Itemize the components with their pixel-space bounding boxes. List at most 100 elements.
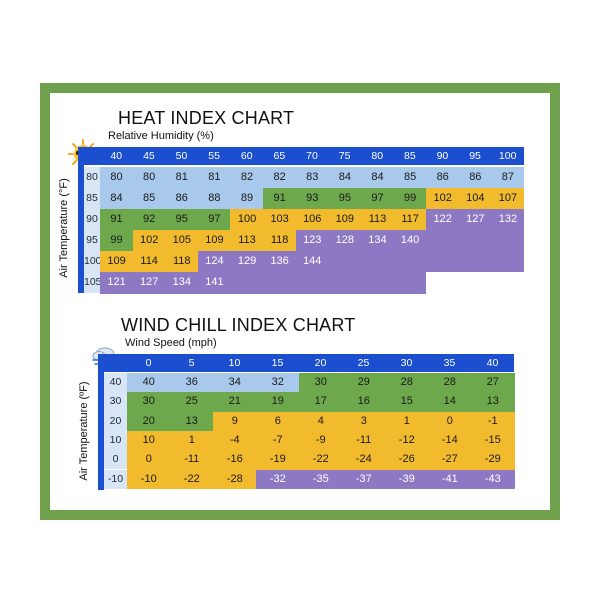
heat-table-cell: 84 [100, 188, 134, 210]
wind-table-cell: 34 [213, 373, 257, 393]
wind-table-cell: 13 [471, 392, 515, 413]
wind-table-cell: 4 [299, 411, 343, 432]
heat-table-cell [360, 272, 395, 294]
heat-table-cell: 140 [393, 230, 427, 252]
heat-column-header: 45 [143, 150, 155, 162]
wind-row-label: -10 [104, 469, 127, 489]
heat-table-cell: 82 [263, 167, 297, 189]
wind-table-cell: 40 [127, 373, 171, 393]
heat-table-cell [458, 230, 492, 252]
heat-table-cell: 84 [360, 167, 395, 189]
heat-column-header: 60 [240, 150, 253, 162]
heat-table-cell: 91 [100, 209, 134, 231]
wind-table-cell: 17 [299, 392, 343, 413]
heat-column-header: 80 [371, 150, 384, 162]
wind-row-label: 10 [104, 430, 127, 451]
wind-row-spine [98, 354, 104, 490]
heat-table-cell: 99 [393, 188, 427, 210]
wind-table-cell: 9 [213, 411, 257, 432]
heat-table-cell: 113 [360, 209, 395, 231]
wind-table-cell: 28 [428, 373, 472, 393]
heat-column-header: 40 [110, 150, 123, 162]
wind-table-cell: 27 [471, 373, 515, 393]
wind-table-cell: -22 [299, 450, 343, 470]
wind-table-cell: -26 [385, 450, 429, 470]
heat-column-header: 65 [273, 150, 286, 162]
wind-table-cell: -41 [428, 469, 472, 490]
wind-table-cell: 3 [342, 411, 386, 432]
wind-table-cell: -32 [256, 469, 300, 490]
wind-table-cell: 30 [299, 373, 343, 393]
heat-table-cell: 87 [491, 167, 525, 189]
heat-table-cell: 105 [165, 230, 199, 252]
heat-table-cell: 80 [132, 167, 166, 189]
heat-table-cell [426, 272, 460, 294]
heat-column-header: 75 [338, 150, 351, 162]
heat-table-cell: 127 [458, 209, 492, 231]
wind-column-header: 25 [357, 357, 370, 369]
heat-table-cell [263, 272, 297, 294]
wind-table-cell: 19 [256, 392, 300, 413]
wind-table-cell: 10 [127, 430, 171, 451]
wind-table-cell: -27 [428, 450, 472, 470]
wind-column-header: 0 [145, 357, 152, 369]
wind-table-cell: -14 [428, 430, 472, 451]
heat-table-cell [295, 272, 329, 294]
wind-row-label: 30 [104, 392, 127, 412]
heat-table-cell [491, 251, 525, 273]
heat-column-header: 95 [469, 150, 481, 162]
heat-table-cell: 132 [491, 209, 525, 231]
wind-column-header: 5 [188, 357, 195, 369]
heat-row-label: 95 [84, 230, 100, 251]
wind-column-header: 20 [314, 357, 327, 369]
heat-table-cell: 97 [197, 209, 231, 231]
heat-table-cell [458, 251, 492, 273]
heat-table-cell: 136 [263, 251, 297, 273]
wind-table-cell: -39 [385, 469, 429, 490]
heat-column-header: 70 [306, 150, 318, 162]
heat-row-label: 85 [84, 188, 100, 209]
heat-table-cell [458, 272, 492, 294]
heat-table-cell: 129 [230, 251, 264, 273]
heat-table-cell: 109 [100, 251, 134, 273]
heat-table-cell: 144 [295, 251, 329, 273]
heat-header-bar [78, 147, 524, 165]
wind-table-cell: 1 [385, 411, 429, 432]
heat-table-cell [426, 230, 460, 252]
heat-table-cell: 109 [197, 230, 231, 252]
wind-table-cell: 25 [170, 392, 214, 413]
heat-table-cell [491, 230, 525, 252]
wind-column-header: 35 [443, 357, 456, 369]
wind-row-label: 40 [104, 373, 127, 393]
heat-table-cell: 82 [230, 167, 264, 189]
heat-table-cell: 81 [197, 167, 231, 189]
heat-table-cell: 100 [230, 209, 264, 231]
heat-table-cell [230, 272, 264, 294]
heat-table-cell: 122 [426, 209, 460, 231]
wind-table-cell: 21 [213, 392, 257, 413]
wind-table-cell: -22 [170, 469, 214, 490]
wind-header-bar [98, 354, 514, 372]
wind-row-label: 0 [104, 450, 127, 470]
heat-table-cell: 134 [360, 230, 395, 252]
heat-index-title: HEAT INDEX CHART [118, 108, 295, 128]
wind-table-cell: 32 [256, 373, 300, 393]
wind-table-cell: 28 [385, 373, 429, 393]
heat-table-cell: 85 [132, 188, 166, 210]
heat-row-spine [78, 147, 84, 293]
wind-table-cell: 30 [127, 392, 171, 413]
heat-table-cell: 118 [165, 251, 199, 273]
heat-column-header: 50 [175, 150, 188, 162]
wind-table-cell: -35 [299, 469, 343, 490]
heat-table-cell: 113 [230, 230, 264, 252]
heat-table-cell: 89 [230, 188, 264, 210]
heat-table-cell: 93 [295, 188, 329, 210]
heat-table-cell [328, 272, 362, 294]
wind-table-cell: 0 [127, 450, 171, 470]
wind-column-header: 10 [228, 357, 241, 369]
wind-table-cell: 29 [342, 373, 386, 393]
heat-row-label: 105 [84, 272, 102, 293]
wind-column-header: 40 [486, 357, 499, 369]
heat-table-cell: 92 [132, 209, 166, 231]
wind-table-cell: -37 [342, 469, 386, 490]
